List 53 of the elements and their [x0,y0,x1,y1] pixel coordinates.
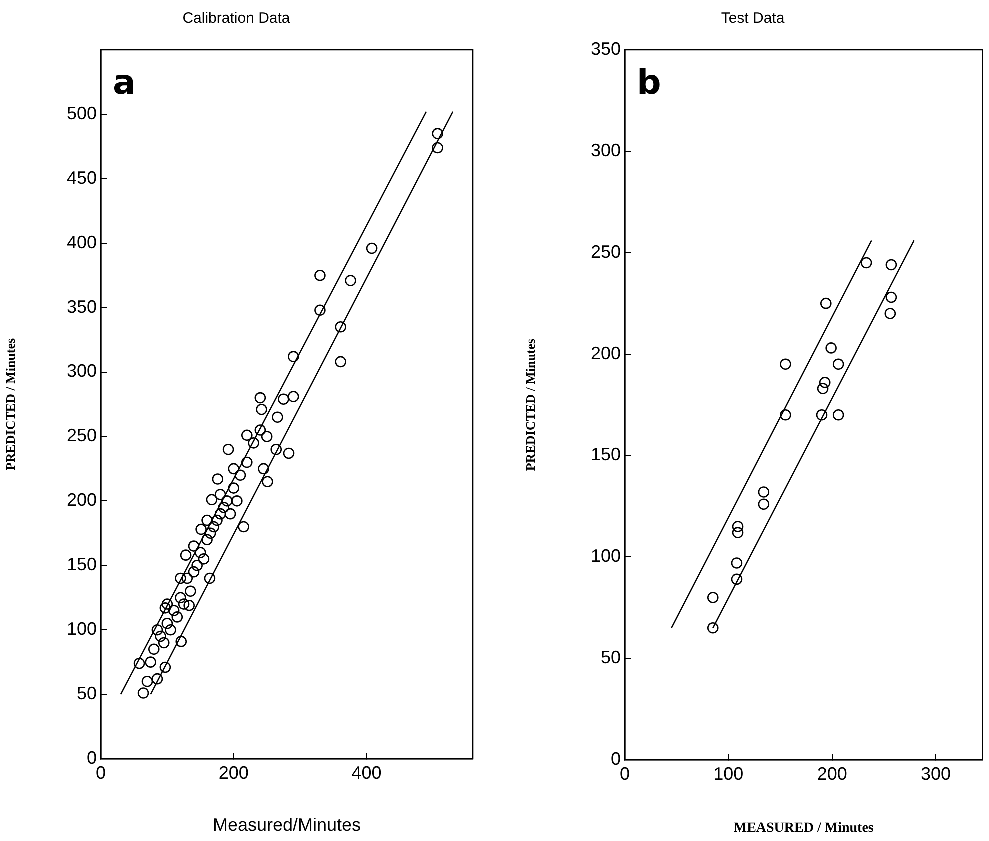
annotation: b [637,62,662,103]
y-tick-label: 350 [66,296,97,317]
y-tick-label: 450 [66,168,97,188]
y-axis-title: PREDICTED / Minutes [3,338,18,471]
y-tick-label: 150 [66,554,97,575]
point [886,259,898,271]
y-tick-label: 150 [590,444,621,465]
y-tick-label: 200 [66,490,97,510]
point [731,574,743,586]
point [819,377,831,388]
y-tick-label: 300 [590,140,621,160]
point [732,527,744,538]
x-tick-label: 100 [714,764,744,784]
y-tick-label: 50 [600,648,621,668]
chart-title: Test Data [721,10,786,28]
y-tick-label: 250 [66,426,97,446]
annotation: a [113,62,136,103]
x-tick-label: 400 [352,762,382,783]
point [832,358,844,370]
y-axis-title: PREDICTED / Minutes [523,338,538,472]
x-tick-label: 200 [817,764,848,784]
point [758,498,770,510]
point [817,383,829,394]
y-tick-label: 300 [66,361,97,382]
point [886,292,898,304]
y-tick-label: 100 [590,546,621,566]
y-tick-label: 350 [590,38,621,59]
y-tick-label: 200 [590,343,621,364]
chart-title: Calibration Data [182,10,291,28]
x-axis-title: Measured/Minutes [212,815,362,836]
point [707,622,719,634]
y-tick-label: 50 [76,684,97,704]
x-axis-title: MEASURED / Minutes [734,821,874,836]
y-tick-label: 0 [610,748,621,769]
y-tick-label: 100 [66,619,97,640]
point [758,486,770,498]
point [780,409,792,421]
point [707,592,719,604]
y-tick-label: 250 [590,242,621,262]
x-tick-label: 200 [218,762,249,783]
point [884,308,896,320]
y-tick-label: 0 [86,748,97,768]
point [731,558,743,569]
point [820,298,832,310]
point [732,521,744,532]
y-tick-label: 500 [66,103,97,124]
point [826,342,837,354]
point [816,409,828,421]
point [860,257,872,269]
point [780,358,792,370]
y-tick-label: 400 [66,232,97,252]
point [832,409,844,421]
x-tick-label: 300 [921,764,952,784]
